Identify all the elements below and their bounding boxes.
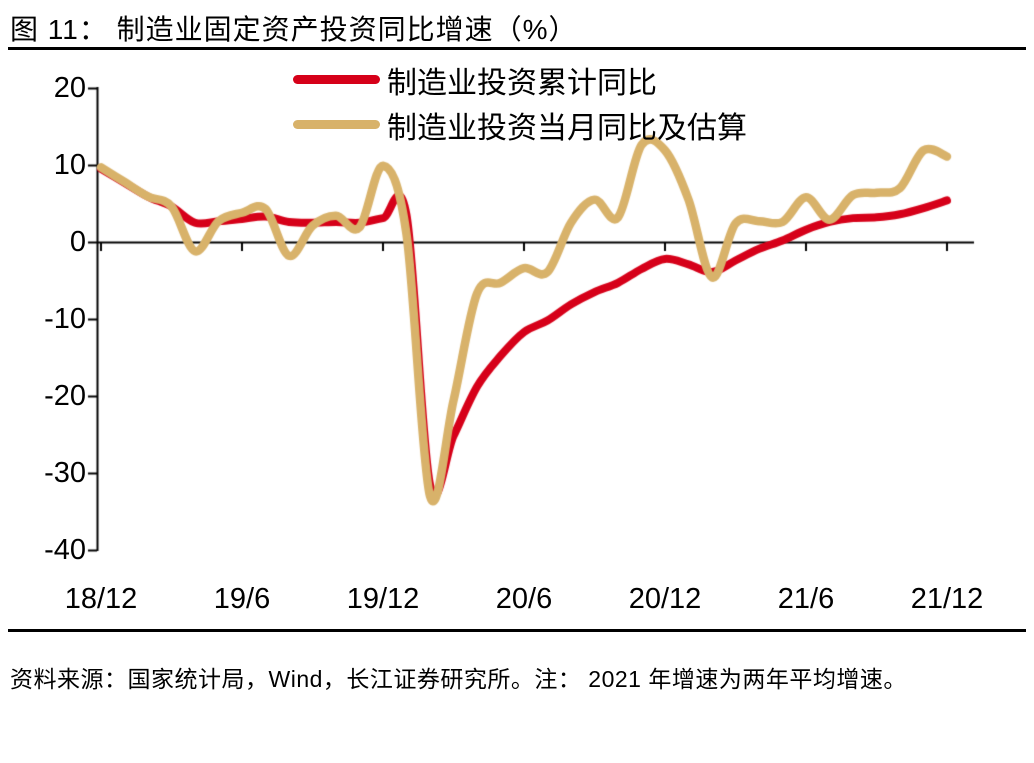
- y-axis-label: 10: [53, 149, 86, 181]
- legend-label-monthly: 制造业投资当月同比及估算: [387, 111, 747, 145]
- x-axis-label: 19/12: [346, 583, 420, 615]
- x-axis-label: 21/12: [910, 583, 984, 615]
- legend-label-cumulative: 制造业投资累计同比: [387, 66, 657, 100]
- x-axis-label: 18/12: [64, 583, 138, 615]
- x-axis-label: 19/6: [213, 583, 271, 615]
- y-axis-label: -40: [44, 534, 86, 566]
- x-axis-label: 20/12: [628, 583, 702, 615]
- footer-divider: [8, 629, 1026, 632]
- y-axis-label: 20: [53, 72, 86, 104]
- x-axis-label: 21/6: [777, 583, 835, 615]
- chart-legend: 制造业投资累计同比 制造业投资当月同比及估算: [293, 57, 747, 147]
- chart-canvas: [0, 0, 1034, 640]
- y-axis-label: -20: [44, 380, 86, 412]
- y-axis-label: -30: [44, 457, 86, 489]
- legend-line-gold-swatch: [293, 120, 380, 129]
- y-axis-label: 0: [69, 226, 86, 258]
- y-axis-label: -10: [44, 303, 86, 335]
- legend-item-monthly: 制造业投资当月同比及估算: [293, 102, 747, 147]
- x-axis-label: 20/6: [495, 583, 553, 615]
- legend-item-cumulative: 制造业投资累计同比: [293, 57, 747, 102]
- legend-line-red-swatch: [293, 75, 380, 84]
- source-note: 资料来源：国家统计局，Wind，长江证券研究所。注： 2021 年增速为两年平均…: [10, 666, 907, 692]
